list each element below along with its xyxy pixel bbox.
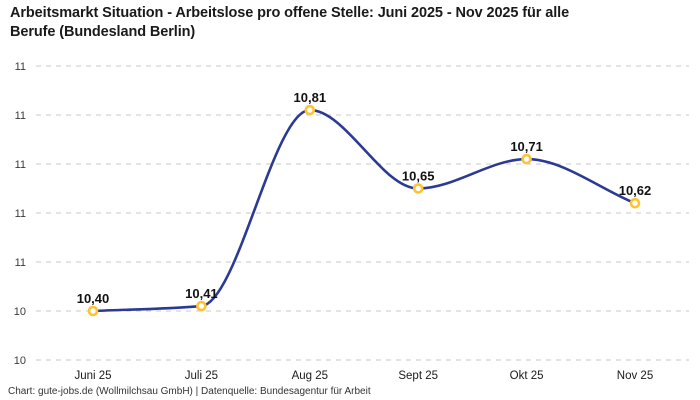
data-point-value-label: 10,65 [402,169,435,184]
y-axis-tick-label: 11 [15,208,26,220]
x-axis-tick-label: Sept 25 [398,370,438,382]
data-point-marker [87,305,99,317]
data-point-value-label: 10,62 [619,183,652,198]
y-axis-tick-label: 11 [15,159,26,171]
x-axis-tick-label: Juli 25 [185,370,218,382]
data-point-marker [196,300,207,312]
x-axis-tick-label: Nov 25 [617,370,653,382]
x-axis-tick-label: Juni 25 [74,370,111,382]
data-point-value-label: 10,41 [185,286,218,301]
data-point-marker [629,197,641,209]
y-axis-tick-label: 10 [14,306,26,318]
y-axis-tick-label: 11 [15,257,26,269]
data-point-marker [521,153,532,165]
series-line-path [91,108,637,313]
y-axis-tick-label: 11 [15,61,26,73]
data-point-marker [304,104,316,116]
y-axis-tick-label: 10 [14,355,26,367]
chart-source-credit: Chart: gute-jobs.de (Wollmilchsau GmbH) … [8,386,371,397]
chart-title: Arbeitsmarkt Situation - Arbeitslose pro… [10,5,570,41]
x-axis-tick-label: Aug 25 [292,370,328,382]
y-axis-tick-label: 11 [15,110,26,122]
x-axis-tick-label: Okt 25 [510,370,544,382]
data-point-marker [412,183,424,194]
data-point-value-label: 10,71 [510,139,543,154]
data-point-value-label: 10,40 [77,291,110,306]
data-point-value-label: 10,81 [294,90,327,105]
